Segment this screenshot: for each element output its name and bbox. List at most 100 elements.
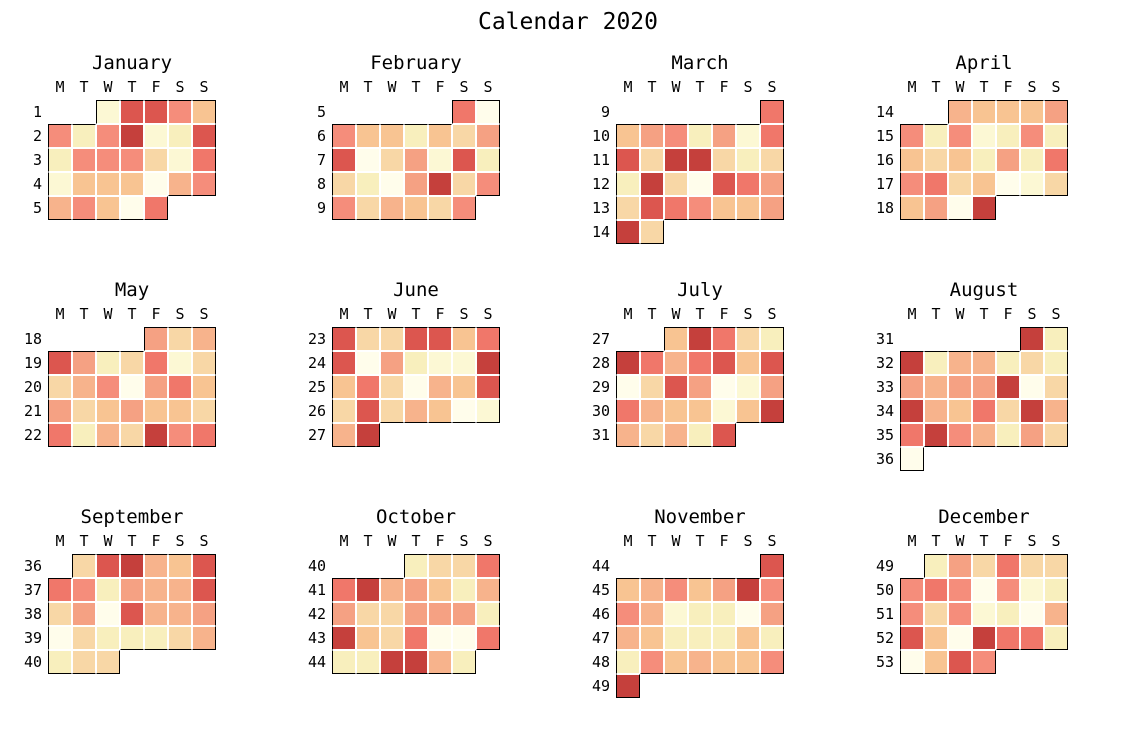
weekday-label: T — [647, 532, 657, 550]
weekday-label: W — [955, 305, 965, 323]
day-cell — [72, 124, 96, 148]
day-cell — [688, 602, 712, 626]
weekday-label: W — [671, 305, 681, 323]
week-row: 4 — [10, 172, 286, 196]
day-cell — [760, 602, 784, 626]
week-number-label: 31 — [591, 426, 610, 444]
day-cell — [476, 327, 500, 351]
week-number-label: 25 — [307, 378, 326, 396]
day-cell — [640, 650, 664, 674]
day-cell — [664, 399, 688, 423]
day-cell — [900, 578, 924, 602]
weekday-label: W — [387, 305, 397, 323]
week-number-label: 40 — [23, 653, 42, 671]
day-cell — [664, 650, 688, 674]
day-cell-empty — [736, 554, 760, 578]
month-february: February M T W T F S S 5 6 7 8 9 — [286, 50, 570, 277]
day-cell — [688, 578, 712, 602]
day-cell-empty — [428, 423, 452, 447]
day-cell — [192, 578, 216, 602]
day-cell — [924, 423, 948, 447]
day-cell — [900, 650, 924, 674]
weekday-label: W — [671, 532, 681, 550]
week-number-label: 22 — [23, 426, 42, 444]
weekday-label: M — [339, 305, 349, 323]
weekday-label: T — [979, 532, 989, 550]
day-cell — [356, 196, 380, 220]
day-cell — [72, 196, 96, 220]
week-row: 48 — [578, 650, 854, 674]
weekday-label: T — [363, 305, 373, 323]
week-row: 9 — [578, 100, 854, 124]
day-cell-empty — [1044, 447, 1068, 471]
week-row: 35 — [862, 423, 1136, 447]
day-cell-empty — [404, 100, 428, 124]
day-cell — [1020, 327, 1044, 351]
day-cell — [712, 626, 736, 650]
day-cell — [144, 172, 168, 196]
day-cell — [640, 423, 664, 447]
day-cell — [760, 554, 784, 578]
day-cell-empty — [72, 100, 96, 124]
day-cell — [380, 148, 404, 172]
weekday-label: T — [695, 305, 705, 323]
weekday-label: S — [1027, 532, 1037, 550]
day-cell — [736, 327, 760, 351]
page-title: Calendar 2020 — [477, 9, 658, 35]
week-number-label: 46 — [591, 605, 610, 623]
weekday-label: T — [127, 305, 137, 323]
day-cell — [948, 124, 972, 148]
day-cell — [144, 148, 168, 172]
weekday-label: S — [743, 305, 753, 323]
weekday-label: S — [1027, 305, 1037, 323]
weekday-label: M — [55, 532, 65, 550]
weekday-label: T — [79, 78, 89, 96]
weekday-label: S — [199, 305, 209, 323]
month-march: March M T W T F S S 9 10 11 12 13 14 — [570, 50, 854, 277]
weekday-label: T — [79, 532, 89, 550]
day-cell-empty — [712, 554, 736, 578]
day-cell — [948, 100, 972, 124]
day-cell-empty — [1020, 196, 1044, 220]
week-number-label: 13 — [591, 199, 610, 217]
day-cell — [356, 578, 380, 602]
day-cell — [48, 375, 72, 399]
day-cell — [712, 351, 736, 375]
day-cell — [972, 602, 996, 626]
day-cell — [48, 650, 72, 674]
weekday-label: M — [623, 532, 633, 550]
week-row: 26 — [294, 399, 570, 423]
day-cell — [428, 351, 452, 375]
day-cell — [1020, 578, 1044, 602]
week-row: 50 — [862, 578, 1136, 602]
day-cell — [72, 351, 96, 375]
day-cell — [948, 148, 972, 172]
day-cell-empty — [736, 674, 760, 698]
day-cell — [972, 124, 996, 148]
weekday-label: M — [907, 78, 917, 96]
day-cell — [356, 124, 380, 148]
day-cell — [144, 399, 168, 423]
day-cell — [688, 351, 712, 375]
day-cell — [1044, 375, 1068, 399]
day-cell — [48, 148, 72, 172]
day-cell — [712, 602, 736, 626]
day-cell — [688, 650, 712, 674]
month-september: September M T W T F S S 36 37 38 39 40 — [2, 504, 286, 731]
day-cell — [1044, 327, 1068, 351]
day-cell — [760, 650, 784, 674]
week-row: 2 — [10, 124, 286, 148]
day-cell — [404, 399, 428, 423]
weekday-label: T — [79, 305, 89, 323]
week-number-label: 43 — [307, 629, 326, 647]
day-cell — [736, 602, 760, 626]
day-cell-empty — [120, 650, 144, 674]
day-cell-empty — [476, 196, 500, 220]
day-cell-empty — [924, 327, 948, 351]
day-cell — [712, 172, 736, 196]
day-cell — [948, 626, 972, 650]
day-cell — [900, 196, 924, 220]
weekday-label: S — [199, 78, 209, 96]
day-cell — [72, 554, 96, 578]
